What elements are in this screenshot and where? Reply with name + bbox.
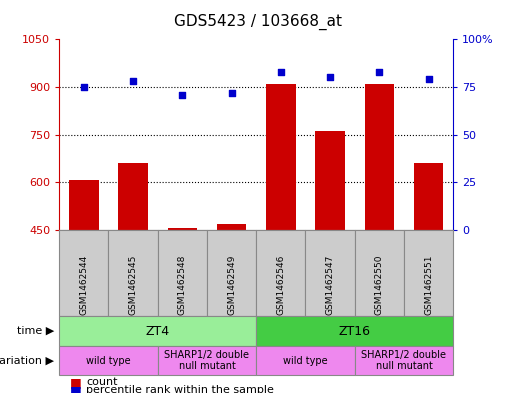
Text: ZT4: ZT4 <box>146 325 170 338</box>
Text: GSM1462544: GSM1462544 <box>79 254 89 315</box>
Point <box>277 68 285 75</box>
Bar <box>69 180 98 230</box>
Bar <box>256 346 355 375</box>
Text: percentile rank within the sample: percentile rank within the sample <box>86 385 274 393</box>
Text: GSM1462548: GSM1462548 <box>178 254 187 315</box>
Text: GSM1462546: GSM1462546 <box>277 254 285 315</box>
Text: time ▶: time ▶ <box>17 326 54 336</box>
Text: count: count <box>86 377 117 387</box>
Bar <box>404 230 453 316</box>
Text: wild type: wild type <box>283 356 328 365</box>
Text: GSM1462549: GSM1462549 <box>227 254 236 315</box>
Point <box>178 92 186 98</box>
Bar <box>158 346 256 375</box>
Text: GSM1462547: GSM1462547 <box>325 254 335 315</box>
Bar <box>355 346 453 375</box>
Bar <box>256 316 453 346</box>
Text: GSM1462550: GSM1462550 <box>375 254 384 315</box>
Bar <box>355 230 404 316</box>
Text: GSM1462551: GSM1462551 <box>424 254 433 315</box>
Text: SHARP1/2 double
null mutant: SHARP1/2 double null mutant <box>164 350 249 371</box>
Bar <box>158 230 207 316</box>
Bar <box>256 230 305 316</box>
Bar <box>315 131 345 230</box>
Bar <box>59 346 158 375</box>
Point <box>129 78 137 84</box>
Point <box>228 90 236 96</box>
Bar <box>217 224 246 230</box>
Bar <box>365 84 394 230</box>
Bar <box>207 230 256 316</box>
Point <box>424 76 433 83</box>
Text: GSM1462545: GSM1462545 <box>129 254 138 315</box>
Bar <box>414 163 443 230</box>
Bar <box>118 163 148 230</box>
Bar <box>59 316 256 346</box>
Text: genotype/variation ▶: genotype/variation ▶ <box>0 356 54 365</box>
Text: GDS5423 / 103668_at: GDS5423 / 103668_at <box>174 14 341 30</box>
Text: ■: ■ <box>70 376 81 389</box>
Point <box>326 74 334 81</box>
Text: ZT16: ZT16 <box>339 325 371 338</box>
Bar <box>59 230 109 316</box>
Point <box>80 84 88 90</box>
Text: wild type: wild type <box>86 356 131 365</box>
Text: SHARP1/2 double
null mutant: SHARP1/2 double null mutant <box>362 350 447 371</box>
Point <box>375 68 384 75</box>
Bar <box>305 230 355 316</box>
Text: ■: ■ <box>70 384 81 393</box>
Bar <box>109 230 158 316</box>
Bar <box>266 84 296 230</box>
Bar <box>167 228 197 230</box>
